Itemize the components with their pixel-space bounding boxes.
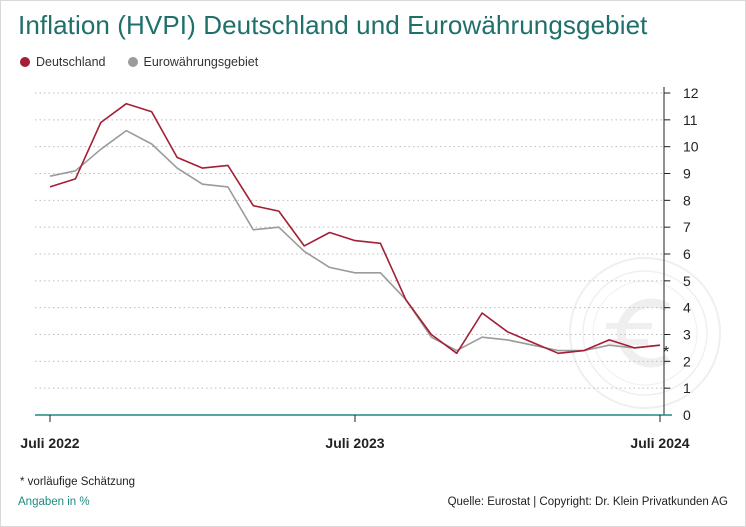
x-axis-ticks: Juli 2022 Juli 2023 Juli 2024 <box>20 415 690 451</box>
legend-label-deutschland: Deutschland <box>36 55 106 69</box>
x-tick-label: Juli 2024 <box>630 435 689 451</box>
y-tick-label: 11 <box>683 112 698 128</box>
legend: Deutschland Eurowährungsgebiet <box>20 55 258 69</box>
y-tick-label: 2 <box>683 353 691 369</box>
y-tick-label: 4 <box>683 300 691 316</box>
legend-label-eurozone: Eurowährungsgebiet <box>143 55 259 69</box>
y-tick-label: 3 <box>683 327 691 343</box>
series-line-eurozone <box>49 129 661 352</box>
legend-item-deutschland[interactable]: Deutschland <box>20 55 106 69</box>
y-tick-label: 8 <box>683 192 691 208</box>
euro-coin-icon <box>569 257 721 409</box>
legend-dot-eurozone <box>127 57 138 67</box>
annotation-star: * <box>663 344 669 361</box>
source-note: Quelle: Eurostat | Copyright: Dr. Klein … <box>447 496 728 508</box>
y-tick-label: 7 <box>683 219 691 235</box>
y-tick-label: 1 <box>683 380 691 396</box>
y-tick-label: 6 <box>683 246 691 262</box>
y-tick-label: 12 <box>683 85 699 101</box>
y-tick-label: 5 <box>683 273 691 289</box>
y-tick-label: 9 <box>683 166 691 182</box>
footnote: * vorläufige Schätzung <box>20 476 136 488</box>
legend-dot-deutschland <box>20 57 30 67</box>
y-tick-label: 10 <box>683 139 699 155</box>
series-lines <box>49 102 661 355</box>
y-tick-label: 0 <box>683 407 691 423</box>
legend-item-eurozone[interactable]: Eurowährungsgebiet <box>127 55 259 69</box>
x-tick-label: Juli 2022 <box>20 435 79 451</box>
series-line-deutschland <box>49 102 661 355</box>
x-tick-label: Juli 2023 <box>325 435 384 451</box>
chart-title: Inflation (HVPI) Deutschland und Eurowäh… <box>18 10 648 40</box>
units-note: Angaben in % <box>18 496 90 508</box>
